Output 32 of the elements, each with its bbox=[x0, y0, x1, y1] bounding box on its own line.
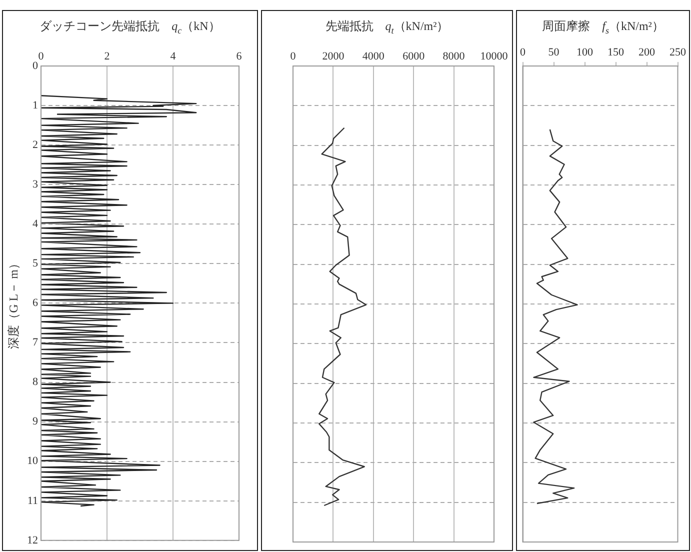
x-tick-label: 4000 bbox=[362, 50, 385, 62]
y-tick-label: 0 bbox=[32, 60, 38, 72]
x-tick-label: 50 bbox=[548, 46, 560, 58]
x-tick-label: 150 bbox=[608, 46, 624, 58]
x-tick-label: 6000 bbox=[402, 50, 426, 62]
x-tick-label: 0 bbox=[290, 50, 296, 62]
x-axis-title: 周面摩擦 f$_{s}$（kN/m²） bbox=[541, 18, 665, 37]
y-tick-label: 9 bbox=[32, 416, 38, 428]
y-tick-label: 12 bbox=[27, 534, 38, 546]
x-axis-title: 先端抵抗 q$_{t}$（kN/m²） bbox=[324, 18, 450, 37]
x-tick-label: 250 bbox=[670, 46, 686, 58]
x-tick-label: 200 bbox=[638, 46, 656, 58]
x-tick-label: 2000 bbox=[322, 50, 345, 62]
y-tick-label: 7 bbox=[32, 336, 38, 349]
y-tick-label: 6 bbox=[32, 297, 38, 310]
x-tick-label: 100 bbox=[576, 46, 594, 58]
y-tick-label: 2 bbox=[32, 138, 38, 151]
x-tick-label: 8000 bbox=[442, 50, 466, 62]
y-tick-label: 10 bbox=[27, 455, 38, 468]
x-tick-label: 4 bbox=[170, 50, 176, 62]
x-tick-label: 0 bbox=[520, 46, 526, 58]
x-tick-label: 6 bbox=[236, 50, 242, 62]
x-tick-label: 2 bbox=[104, 50, 110, 62]
y-tick-label: 4 bbox=[32, 218, 38, 230]
x-tick-label: 10000 bbox=[480, 50, 508, 62]
x-axis-title: ダッチコーン先端抵抗 q$_{c}$（kN） bbox=[38, 18, 222, 37]
y-tick-label: 8 bbox=[32, 376, 38, 388]
y-tick-label: 1 bbox=[32, 99, 38, 112]
y-tick-label: 11 bbox=[27, 494, 38, 507]
y-tick-label: 5 bbox=[32, 258, 38, 270]
y-axis-title: 深度（G L－ m） bbox=[6, 258, 20, 349]
y-tick-label: 3 bbox=[32, 178, 38, 190]
